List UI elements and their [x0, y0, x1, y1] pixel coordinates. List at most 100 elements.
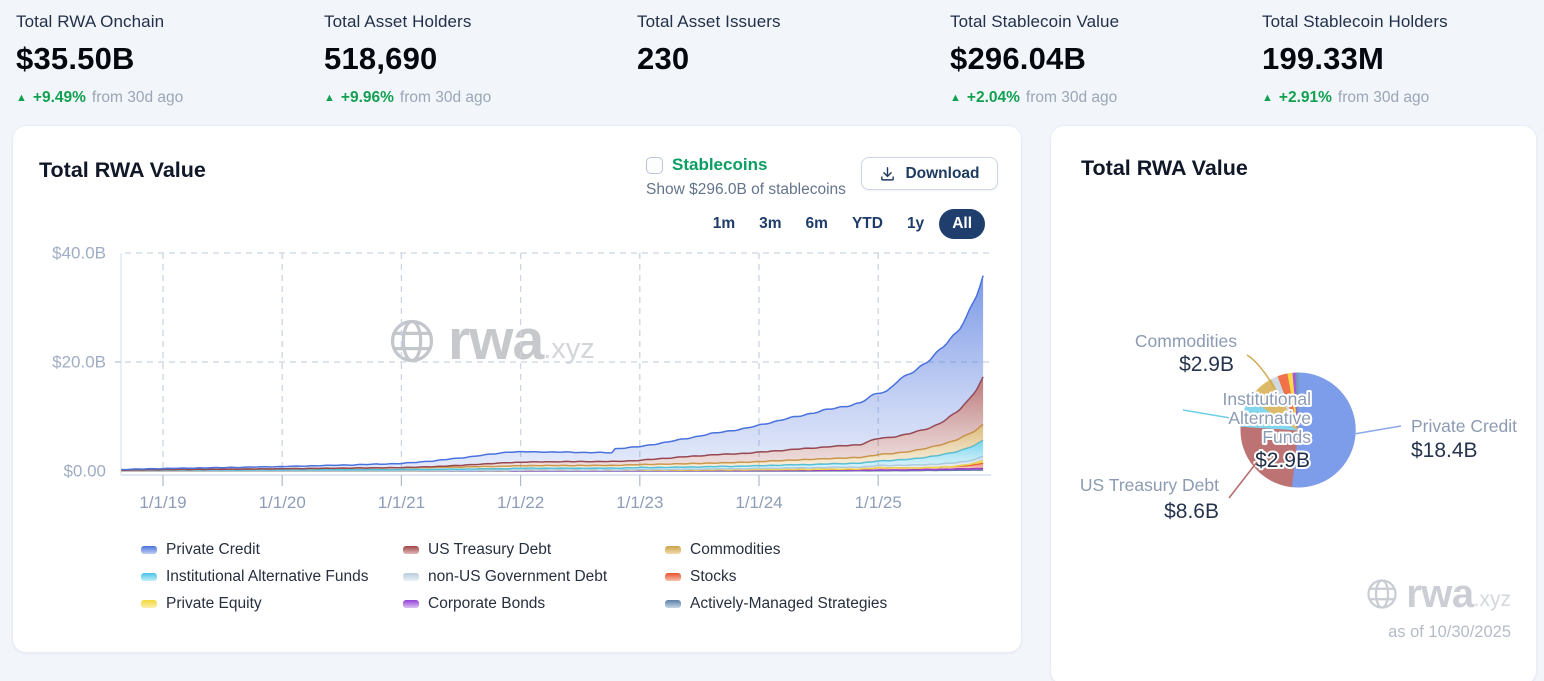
pie-label: $18.4B — [1411, 439, 1478, 462]
pie-label: Funds — [1262, 427, 1311, 447]
legend-label: non-US Government Debt — [428, 568, 608, 585]
y-axis-tick-label: $0.00 — [63, 462, 106, 481]
legend-label: Institutional Alternative Funds — [166, 568, 369, 585]
time-range-1y[interactable]: 1y — [898, 209, 933, 239]
pie-label: $8.6B — [1164, 500, 1219, 523]
legend-item-actively-managed-strategies[interactable]: Actively-Managed Strategies — [665, 595, 951, 613]
time-range-all[interactable]: All — [939, 209, 985, 239]
legend-swatch — [665, 600, 681, 608]
x-axis-tick-label: 1/1/19 — [139, 493, 186, 512]
stablecoins-subtext: Show $296.0B of stablecoins — [646, 181, 846, 198]
stat-card-total-rwa-onchain: Total RWA Onchain $35.50B ▲ +9.49% from 30d … — [16, 12, 324, 107]
x-axis-tick-label: 1/1/20 — [259, 493, 306, 512]
pie-leader-line — [1353, 425, 1402, 435]
pie-label: US Treasury Debt — [1080, 475, 1219, 495]
legend-label: Stocks — [690, 568, 737, 585]
legend-swatch — [141, 573, 157, 581]
axis-labels: $0.00 $20.0B $40.0B 1/1/19 1/1/20 1/1/21 1/1/2… — [52, 244, 902, 513]
time-range-ytd[interactable]: YTD — [843, 209, 892, 239]
rwa-stacked-area-chart[interactable]: $0.00 $20.0B $40.0B 1/1/19 1/1/20 1/1/21 1/1/2… — [13, 236, 1023, 536]
x-axis-tick-label: 1/1/23 — [616, 493, 663, 512]
legend-item-institutional-alternative-funds[interactable]: Institutional Alternative Funds — [141, 568, 403, 586]
legend-item-private-equity[interactable]: Private Equity — [141, 595, 403, 613]
pie-label: $2.9B — [1179, 353, 1234, 376]
stat-delta: ▲ +9.49% from 30d ago — [16, 89, 184, 106]
legend-item-private-credit[interactable]: Private Credit — [141, 541, 403, 559]
stacked-areas — [121, 275, 984, 472]
time-range-selector: 1m 3m 6m YTD 1y All — [704, 209, 985, 239]
stats-row: Total RWA Onchain $35.50B ▲ +9.49% from 30d … — [0, 0, 1544, 107]
stat-delta: ▲ +2.91% from 30d ago — [1262, 89, 1430, 106]
pie-slice-actively-managed-strategies[interactable] — [1295, 372, 1299, 431]
stat-value: $296.04B — [950, 41, 1087, 76]
y-axis-tick-label: $40.0B — [52, 244, 106, 263]
stat-label: Total RWA Onchain — [16, 12, 165, 31]
total-rwa-value-pie-card: Total RWA Value Commodities $2.9B Institut… — [1050, 125, 1537, 681]
legend-item-us-treasury-debt[interactable]: US Treasury Debt — [403, 541, 665, 559]
pie-leader-line — [1246, 354, 1276, 390]
legend-item-corporate-bonds[interactable]: Corporate Bonds — [403, 595, 665, 613]
legend-swatch — [403, 600, 419, 608]
stablecoins-checkbox-label[interactable]: Stablecoins — [672, 155, 768, 174]
pie-label: Institutional — [1222, 389, 1311, 409]
legend-swatch — [141, 546, 157, 554]
pie-label: Alternative — [1228, 408, 1311, 428]
x-axis-tick-label: 1/1/24 — [735, 493, 782, 512]
x-axis-tick-label: 1/1/22 — [497, 493, 544, 512]
stat-value: $35.50B — [16, 41, 135, 76]
pie-label: Commodities — [1135, 331, 1237, 351]
area-line-private-credit — [121, 275, 984, 471]
legend-swatch — [403, 546, 419, 554]
legend-item-stocks[interactable]: Stocks — [665, 568, 951, 586]
stat-card-total-stablecoin-holders: Total Stablecoin Holders 199.33M ▲ +2.91% fr… — [1262, 12, 1448, 107]
x-axis-tick-label: 1/1/25 — [855, 493, 902, 512]
stat-value: 518,690 — [324, 41, 438, 76]
legend-label: Actively-Managed Strategies — [690, 595, 888, 612]
legend-item-non-us-government-debt[interactable]: non-US Government Debt — [403, 568, 665, 586]
legend-swatch — [665, 546, 681, 554]
page-title: Total RWA Value — [39, 158, 206, 182]
stat-delta: ▲ +2.04% from 30d ago — [950, 89, 1118, 106]
total-rwa-value-chart-card: Total RWA Value Stablecoins Show $296.0B… — [12, 125, 1022, 653]
pie-card-title: Total RWA Value — [1081, 156, 1248, 180]
stat-card-total-asset-issuers: Total Asset Issuers 230 — [637, 12, 950, 107]
up-triangle-icon: ▲ — [1262, 92, 1273, 104]
pie-label: Private Credit — [1411, 416, 1517, 436]
legend-swatch — [665, 573, 681, 581]
download-button[interactable]: Download — [861, 157, 998, 190]
stat-card-total-asset-holders: Total Asset Holders 518,690 ▲ +9.96% from 30… — [324, 12, 637, 107]
legend-item-commodities[interactable]: Commodities — [665, 541, 951, 559]
legend-label: Corporate Bonds — [428, 595, 546, 612]
time-range-1m[interactable]: 1m — [704, 209, 744, 239]
legend-label: Commodities — [690, 541, 781, 558]
download-button-label: Download — [905, 164, 980, 182]
stat-card-total-stablecoin-value: Total Stablecoin Value $296.04B ▲ +2.04% fro… — [950, 12, 1262, 107]
pie-label: $2.9B — [1255, 449, 1310, 472]
area-private-credit[interactable] — [121, 275, 984, 471]
stat-value: 199.33M — [1262, 41, 1385, 76]
rwa-allocation-pie-chart[interactable]: Commodities$2.9BInstitutionalAlternative… — [1051, 126, 1538, 681]
stat-label: Total Asset Issuers — [637, 12, 781, 31]
up-triangle-icon: ▲ — [324, 92, 335, 104]
time-range-3m[interactable]: 3m — [750, 209, 790, 239]
legend-swatch — [141, 600, 157, 608]
legend-label: US Treasury Debt — [428, 541, 552, 558]
stablecoins-checkbox[interactable] — [646, 156, 663, 174]
up-triangle-icon: ▲ — [16, 92, 27, 104]
stat-value: 230 — [637, 41, 690, 76]
time-range-6m[interactable]: 6m — [797, 209, 837, 239]
pie-leader-line — [1228, 461, 1258, 499]
y-axis-tick-label: $20.0B — [52, 353, 106, 372]
stablecoins-toggle-group: Stablecoins Show $296.0B of stablecoins — [646, 155, 846, 199]
pie-labels: Commodities$2.9BInstitutionalAlternative… — [1080, 331, 1517, 523]
download-icon — [881, 167, 895, 181]
stat-label: Total Asset Holders — [324, 12, 472, 31]
legend-swatch — [403, 573, 419, 581]
legend-label: Private Equity — [166, 595, 262, 612]
as-of-date: as of 10/30/2025 — [1388, 623, 1511, 641]
stat-label: Total Stablecoin Holders — [1262, 12, 1448, 31]
x-axis-tick-label: 1/1/21 — [378, 493, 425, 512]
up-triangle-icon: ▲ — [950, 92, 961, 104]
chart-legend: Private Credit US Treasury Debt Commoditie… — [141, 541, 951, 613]
stat-label: Total Stablecoin Value — [950, 12, 1120, 31]
